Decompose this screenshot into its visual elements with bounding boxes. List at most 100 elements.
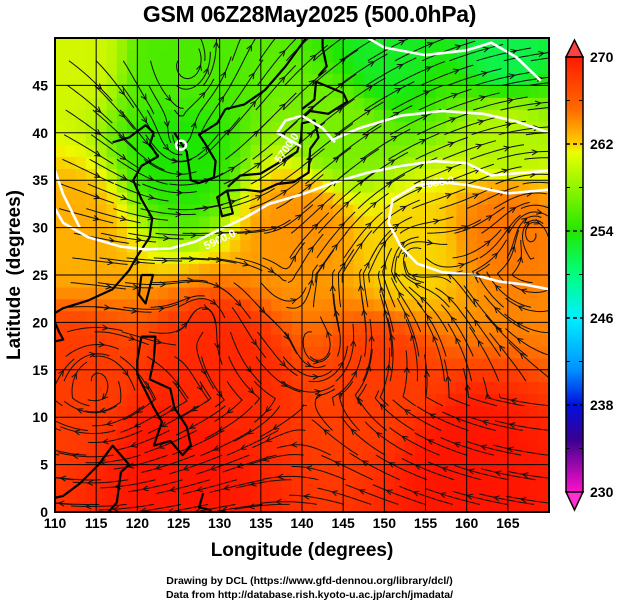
streamline-arrow bbox=[305, 361, 313, 367]
streamline bbox=[466, 185, 519, 210]
streamline bbox=[263, 475, 319, 481]
field-cell bbox=[446, 251, 457, 264]
streamline-arrow bbox=[135, 407, 143, 414]
streamline-arrow bbox=[209, 298, 217, 306]
field-cell bbox=[384, 192, 396, 205]
field-cell bbox=[466, 334, 478, 347]
field-cell bbox=[538, 357, 549, 371]
field-cell bbox=[446, 452, 457, 466]
field-cell bbox=[271, 38, 282, 51]
field-cell bbox=[116, 263, 128, 276]
field-cell bbox=[456, 298, 468, 312]
streamline-arrow bbox=[357, 396, 364, 404]
field-cell bbox=[425, 275, 437, 288]
field-cell bbox=[271, 85, 282, 98]
field-cell bbox=[291, 203, 303, 217]
field-cell bbox=[178, 275, 190, 288]
field-cell bbox=[96, 488, 108, 501]
field-cell bbox=[332, 180, 344, 193]
streamline-arrow bbox=[479, 95, 487, 102]
streamline-arrow bbox=[306, 157, 314, 165]
field-cell bbox=[435, 310, 447, 323]
streamline-arrow bbox=[247, 387, 255, 394]
field-cell bbox=[291, 286, 303, 300]
field-cell bbox=[322, 109, 334, 122]
field-cell bbox=[127, 440, 138, 454]
field-cell bbox=[466, 239, 478, 252]
field-cell bbox=[425, 227, 437, 241]
streamline bbox=[226, 88, 267, 136]
field-cell bbox=[415, 192, 427, 205]
field-cell bbox=[188, 203, 200, 217]
field-cell bbox=[250, 227, 262, 241]
field-cell bbox=[199, 251, 210, 264]
field-cell bbox=[209, 357, 221, 371]
field-cell bbox=[127, 251, 138, 264]
field-cell bbox=[507, 369, 519, 383]
field-cell bbox=[147, 38, 159, 51]
field-cell bbox=[271, 500, 282, 512]
field-cell bbox=[466, 440, 478, 454]
field-cell bbox=[415, 429, 427, 442]
field-cell bbox=[250, 488, 262, 501]
field-cell bbox=[147, 180, 159, 193]
field-cell bbox=[178, 334, 190, 347]
field-cell bbox=[446, 132, 457, 146]
field-cell bbox=[518, 227, 529, 241]
field-cell bbox=[466, 121, 478, 134]
field-cell bbox=[404, 85, 416, 98]
field-cell bbox=[291, 263, 303, 276]
field-cell bbox=[394, 132, 406, 146]
field-cell bbox=[363, 73, 375, 86]
field-cell bbox=[178, 405, 190, 418]
field-cell bbox=[302, 464, 313, 477]
field-cell bbox=[240, 215, 252, 229]
field-cell bbox=[178, 168, 190, 181]
field-cell bbox=[477, 369, 488, 383]
field-cell bbox=[332, 251, 344, 264]
field-cell bbox=[374, 476, 385, 489]
field-cell bbox=[168, 73, 180, 86]
field-cell bbox=[446, 144, 457, 158]
field-cell bbox=[425, 298, 437, 312]
chart-title: GSM 06Z28May2025 (500.0hPa) bbox=[142, 1, 477, 27]
streamline-arrow bbox=[295, 214, 302, 221]
streamline bbox=[258, 306, 298, 354]
field-cell bbox=[230, 429, 241, 442]
field-cell bbox=[446, 476, 457, 489]
field-cell bbox=[106, 488, 118, 501]
streamline bbox=[387, 317, 394, 382]
field-cell bbox=[116, 440, 128, 454]
field-cell bbox=[157, 109, 169, 122]
field-cell bbox=[178, 192, 190, 205]
field-cell bbox=[518, 440, 529, 454]
field-cell bbox=[127, 381, 138, 395]
field-cell bbox=[157, 168, 169, 181]
field-cell bbox=[518, 488, 529, 501]
field-cell bbox=[85, 357, 97, 371]
streamline bbox=[255, 356, 302, 393]
field-cell bbox=[507, 275, 519, 288]
streamline bbox=[92, 109, 137, 151]
field-cell bbox=[332, 476, 344, 489]
streamline bbox=[206, 282, 252, 320]
field-cell bbox=[240, 310, 252, 323]
field-cell bbox=[477, 476, 488, 489]
field-cell bbox=[435, 476, 447, 489]
streamline-arrow bbox=[242, 260, 250, 267]
field-cell bbox=[353, 286, 365, 300]
field-cell bbox=[415, 452, 427, 466]
streamline-arrow bbox=[312, 358, 320, 365]
field-cell bbox=[230, 405, 241, 418]
field-cell bbox=[487, 263, 499, 276]
field-cell bbox=[343, 322, 355, 335]
field-cell bbox=[394, 334, 406, 347]
field-cell bbox=[188, 346, 200, 359]
field-cell bbox=[127, 417, 138, 430]
field-cell bbox=[65, 381, 77, 395]
field-cell bbox=[116, 488, 128, 501]
field-cell bbox=[291, 429, 303, 442]
streamline bbox=[425, 257, 479, 268]
streamline-arrow bbox=[520, 288, 528, 295]
field-cell bbox=[363, 263, 375, 276]
